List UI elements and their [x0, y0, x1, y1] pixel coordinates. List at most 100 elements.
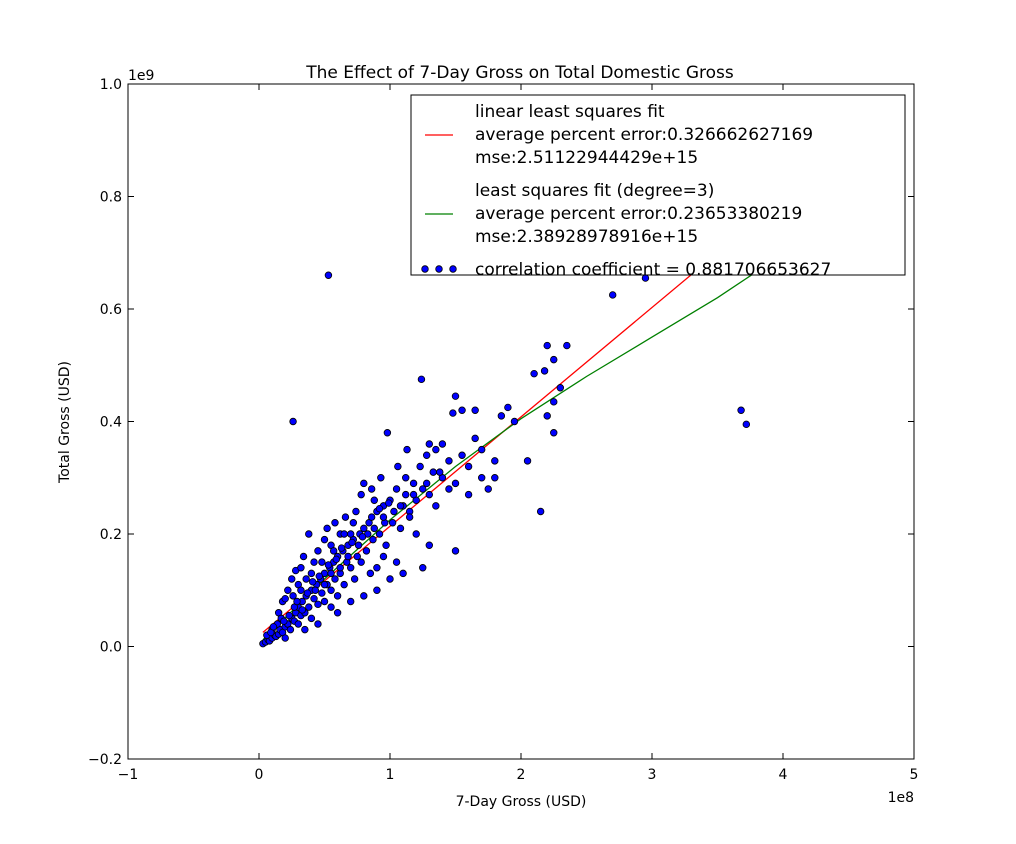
- scatter-point: [333, 592, 342, 600]
- scatter-point: [289, 417, 297, 426]
- scatter-point: [377, 474, 385, 482]
- scatter-point: [449, 409, 457, 417]
- scatter-point: [370, 496, 378, 504]
- scatter-point: [379, 552, 388, 561]
- scatter-point: [347, 597, 355, 606]
- scatter-point: [367, 485, 376, 493]
- legend-marker-swatch: [449, 265, 457, 273]
- scatter-point: [510, 417, 519, 426]
- scatter-point: [471, 434, 479, 443]
- scatter-point: [451, 479, 460, 488]
- scatter-point: [543, 412, 551, 420]
- scatter-point: [425, 440, 433, 448]
- scatter-point: [305, 603, 313, 611]
- scatter-point: [504, 403, 512, 412]
- scatter-point: [383, 429, 392, 437]
- y-tick-label: 0.0: [100, 640, 122, 656]
- legend-box: [410, 94, 906, 276]
- scatter-point: [285, 611, 293, 620]
- x-tick-label: 4: [779, 767, 788, 783]
- scatter-point: [419, 485, 427, 493]
- scatter-point: [327, 603, 335, 611]
- x-tick-label: 1: [386, 767, 395, 783]
- scatter-point: [458, 406, 466, 414]
- scatter-point: [281, 634, 289, 642]
- scatter-point: [281, 594, 289, 603]
- scatter-point: [422, 451, 431, 459]
- scatter-point: [347, 564, 355, 572]
- scatter-point: [379, 513, 388, 521]
- scatter-point: [307, 614, 316, 623]
- scatter-point: [382, 541, 390, 549]
- scatter-point: [737, 406, 745, 414]
- y-offset-label: 1e9: [128, 68, 154, 84]
- scatter-point: [523, 457, 532, 465]
- scatter-point: [432, 502, 440, 510]
- scatter-point: [396, 502, 405, 510]
- y-tick-label: 0.8: [100, 190, 122, 206]
- scatter-point: [392, 485, 401, 493]
- legend-entry-text: average percent error:0.23653380219: [475, 204, 802, 224]
- legend-marker-swatch: [435, 265, 443, 273]
- scatter-point: [302, 575, 310, 583]
- scatter-point: [556, 384, 564, 392]
- scatter-point: [432, 445, 440, 454]
- scatter-point: [425, 490, 433, 499]
- y-tick-label: 0.2: [100, 527, 122, 543]
- scatter-point: [289, 592, 297, 600]
- scatter-point: [425, 541, 433, 549]
- fit-lines: [262, 252, 777, 641]
- scatter-point: [536, 507, 545, 516]
- scatter-point: [310, 594, 318, 603]
- scatter-point: [366, 569, 375, 578]
- x-tick-label: 2: [517, 767, 526, 783]
- scatter-point: [340, 580, 348, 589]
- scatter-point: [445, 485, 453, 493]
- scatter-point: [429, 468, 437, 476]
- scatter-point: [419, 564, 427, 572]
- scatter-point: [375, 504, 384, 513]
- chart-title: The Effect of 7-Day Gross on Total Domes…: [305, 63, 734, 83]
- scatter-point: [360, 592, 368, 600]
- legend-entry-text: linear least squares fit: [475, 102, 665, 122]
- scatter-point: [491, 457, 499, 465]
- scatter-point: [318, 558, 326, 566]
- scatter-point: [327, 586, 335, 594]
- y-axis-label: Total Gross (USD): [57, 361, 73, 484]
- scatter-point: [348, 538, 356, 547]
- legend-marker-swatch: [421, 265, 429, 273]
- scatter-point: [409, 490, 418, 499]
- scatter-point: [375, 530, 384, 538]
- scatter-point: [323, 524, 331, 533]
- scatter-point: [269, 623, 278, 631]
- scatter-point: [530, 369, 538, 378]
- scatter-point: [336, 564, 344, 572]
- scatter-point: [742, 420, 751, 429]
- scatter-point: [458, 451, 466, 459]
- scatter-point: [288, 575, 296, 583]
- y-tick-label: 0.6: [100, 302, 122, 318]
- scatter-point: [609, 291, 617, 299]
- x-tick-label: 0: [255, 767, 264, 783]
- scatter-point: [333, 609, 342, 617]
- scatter-point: [360, 524, 368, 533]
- scatter-point: [354, 541, 363, 549]
- scatter-point: [331, 575, 339, 583]
- scatter-point: [297, 564, 305, 572]
- scatter-point: [314, 600, 322, 609]
- scatter-point: [369, 535, 377, 544]
- scatter-point: [484, 485, 492, 493]
- x-axis-label: 7-Day Gross (USD): [456, 794, 587, 810]
- scatter-point: [438, 440, 447, 448]
- scatter-point: [402, 474, 410, 482]
- scatter-point: [373, 564, 381, 572]
- scatter-point: [464, 462, 473, 471]
- scatter-point: [563, 341, 571, 350]
- scatter-point: [332, 555, 340, 564]
- scatter-point: [403, 445, 411, 454]
- scatter-point: [491, 474, 499, 482]
- scatter-point: [540, 367, 549, 375]
- y-tick-label: 1.0: [100, 77, 122, 93]
- scatter-point: [350, 575, 359, 583]
